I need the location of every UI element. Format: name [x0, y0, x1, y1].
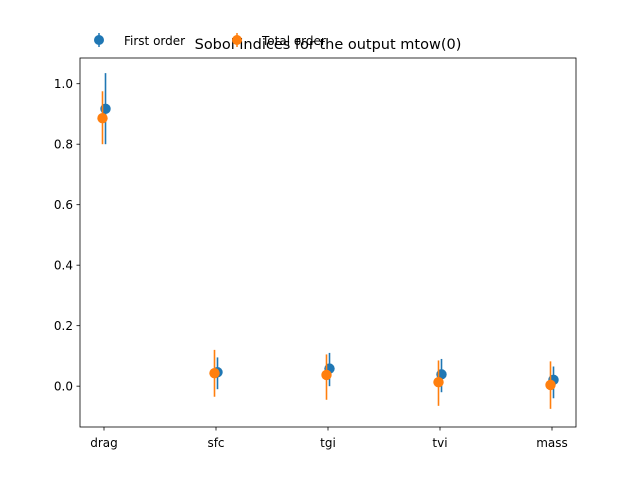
chart-title: Sobol indices for the output mtow(0) — [195, 37, 462, 53]
total-order-point-tvi — [433, 377, 444, 388]
legend-first-order-label: First order — [124, 34, 185, 48]
legend-entry-first-order: First order — [94, 33, 185, 48]
y-tick-label: 1.0 — [54, 77, 73, 91]
y-axis: 0.0 0.2 0.4 0.6 0.8 1.0 — [54, 77, 80, 394]
x-tick-label-mass: mass — [536, 436, 568, 450]
x-tick-label-tvi: tvi — [432, 436, 447, 450]
legend-total-order-marker — [232, 35, 242, 45]
y-tick-label: 0.8 — [54, 138, 73, 152]
total-order-point-drag — [97, 112, 108, 124]
x-tick-label-sfc: sfc — [207, 436, 224, 450]
legend-total-order-label: Total order — [261, 34, 326, 48]
chart-marks — [97, 73, 559, 409]
series-total-order — [97, 91, 556, 409]
total-order-point-sfc — [209, 367, 220, 379]
legend-first-order-marker — [94, 35, 104, 45]
y-tick-label: 0.2 — [54, 319, 73, 333]
total-order-point-tgi — [321, 369, 332, 381]
y-tick-label: 0.0 — [54, 380, 73, 394]
legend: First order Total order — [94, 33, 326, 48]
x-axis: drag sfc tgi tvi mass — [90, 427, 568, 450]
total-order-point-mass — [545, 379, 556, 391]
y-tick-label: 0.4 — [54, 259, 73, 273]
legend-entry-total-order: Total order — [232, 33, 326, 48]
x-tick-label-tgi: tgi — [320, 436, 336, 450]
y-tick-label: 0.6 — [54, 198, 73, 212]
x-tick-label-drag: drag — [90, 436, 118, 450]
